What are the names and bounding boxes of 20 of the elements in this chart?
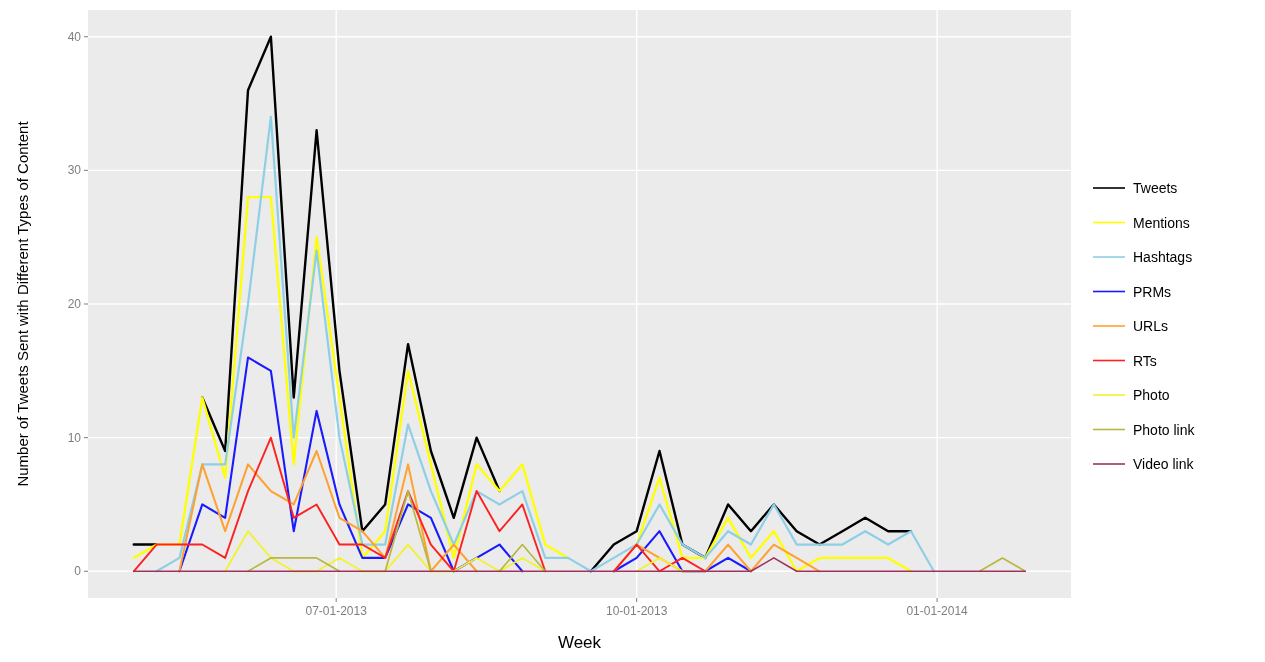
y-axis-title: Number of Tweets Sent with Different Types of Content xyxy=(14,120,31,487)
x-tick-label: 07-01-2013 xyxy=(305,604,368,618)
legend-label: URLs xyxy=(1133,318,1169,334)
y-tick-label: 20 xyxy=(67,297,82,311)
legend-label: Photo link xyxy=(1133,421,1196,438)
legend-label: RTs xyxy=(1133,352,1157,369)
x-tick-label: 01-01-2014 xyxy=(906,604,969,618)
y-tick-label: 0 xyxy=(74,564,82,579)
x-axis-title: Week xyxy=(557,633,602,652)
legend-label: PRMs xyxy=(1133,283,1172,300)
legend-label: Mentions xyxy=(1133,214,1190,231)
legend-label: Hashtags xyxy=(1133,249,1193,265)
y-tick-label: 40 xyxy=(67,29,82,44)
y-tick-label: 10 xyxy=(67,430,82,445)
legend-label: Video link xyxy=(1133,456,1195,472)
legend-label: Photo xyxy=(1133,387,1170,403)
line-series xyxy=(155,115,935,573)
x-tick-label: 10-01-2013 xyxy=(605,604,668,618)
y-tick-label: 30 xyxy=(67,163,82,178)
legend-label: Tweets xyxy=(1133,180,1178,196)
